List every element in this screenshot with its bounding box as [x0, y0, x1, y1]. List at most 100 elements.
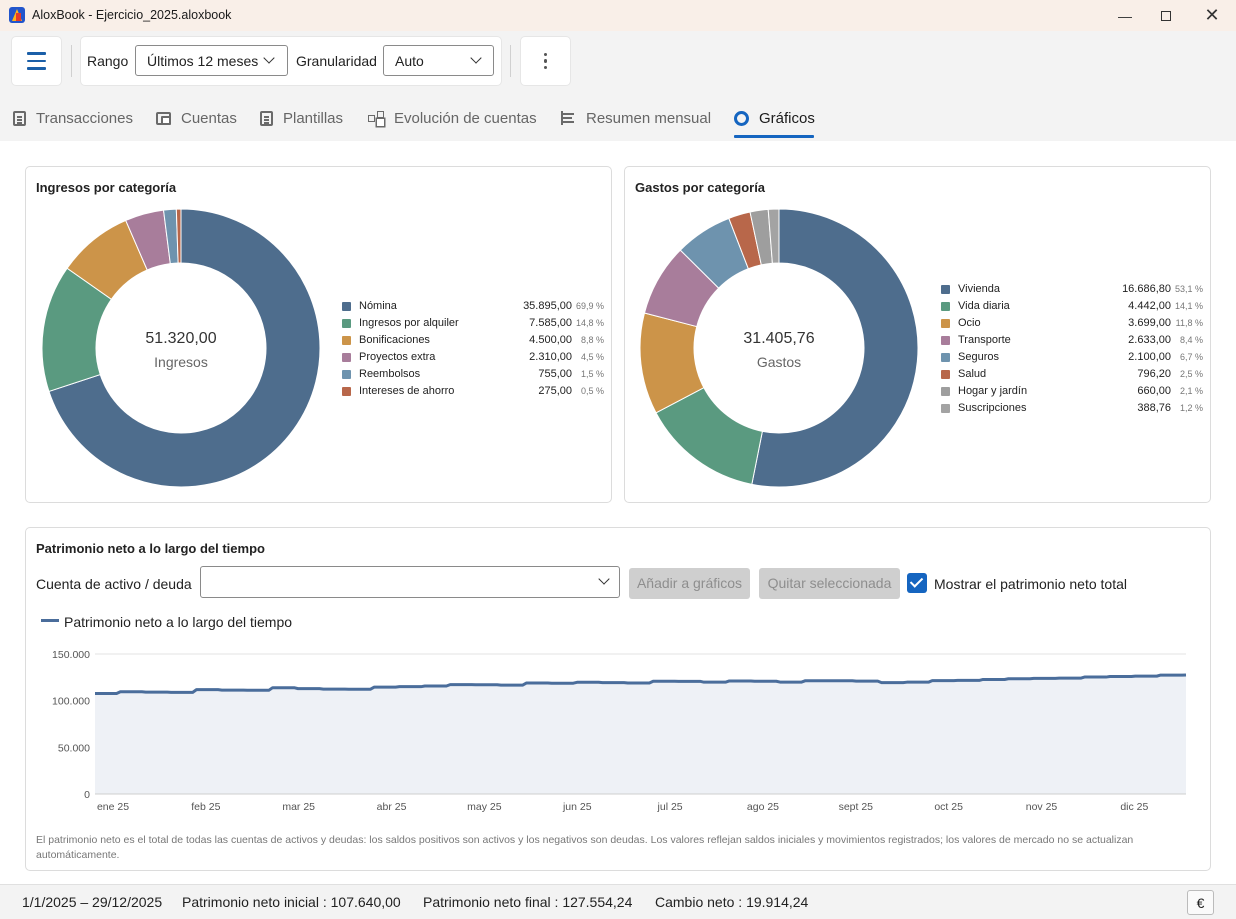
tab-evolucion-cuentas[interactable]: Evolución de cuentas — [368, 107, 537, 129]
initial-net-worth-value: 107.640,00 — [330, 894, 401, 910]
legend-value: 2.633,00 — [1128, 334, 1171, 346]
y-tick-label: 100.000 — [52, 696, 90, 708]
income-donut-chart — [41, 208, 321, 488]
expense-total-label: Gastos — [756, 354, 802, 370]
legend-item: Transporte 2.633,00 8,4 % — [941, 332, 1203, 349]
legend-percent: 4,5 % — [580, 352, 604, 362]
legend-value: 796,20 — [1137, 368, 1171, 380]
document-icon — [13, 110, 26, 126]
range-label: Rango — [87, 53, 129, 69]
legend-value: 7.585,00 — [529, 317, 572, 329]
expenses-by-category-card: Gastos por categoría 31.405,76 Gastos Vi… — [624, 166, 1211, 503]
currency-button[interactable]: € — [1187, 890, 1214, 915]
chevron-down-icon — [470, 52, 482, 64]
add-to-charts-button[interactable]: Añadir a gráficos — [629, 568, 750, 599]
close-button[interactable]: ✕ — [1189, 0, 1235, 31]
legend-label: Suscripciones — [958, 402, 1027, 414]
charts-panel: Ingresos por categoría 51.320,00 Ingreso… — [0, 141, 1236, 884]
legend-percent: 69,9 % — [575, 301, 604, 311]
card-title: Gastos por categoría — [635, 180, 766, 195]
legend-value: 2.100,00 — [1128, 351, 1171, 363]
app-logo-icon — [9, 7, 25, 23]
legend-item: Reembolsos 755,00 1,5 % — [342, 366, 604, 383]
x-tick-label: mar 25 — [282, 801, 315, 813]
legend-label: Ingresos por alquiler — [359, 317, 459, 329]
more-options-button[interactable] — [521, 37, 570, 85]
legend-percent: 1,5 % — [580, 369, 604, 379]
tab-transacciones[interactable]: Transacciones — [13, 107, 133, 129]
minimize-button[interactable]: — — [1102, 0, 1148, 31]
legend-swatch — [941, 319, 950, 328]
chevron-down-icon — [263, 52, 275, 64]
tab-bar: Transacciones Cuentas Plantillas Evoluci… — [0, 91, 1236, 141]
tab-label: Cuentas — [181, 109, 237, 127]
tab-plantillas[interactable]: Plantillas — [260, 107, 343, 129]
chart-ring-icon — [734, 110, 749, 126]
granularity-select[interactable]: Auto — [383, 45, 494, 76]
tab-label: Plantillas — [283, 109, 344, 127]
active-tab-indicator — [734, 135, 814, 138]
hamburger-icon-line — [27, 67, 46, 70]
legend-label: Proyectos extra — [359, 351, 436, 363]
legend-swatch — [941, 285, 950, 294]
x-tick-label: oct 25 — [934, 801, 963, 813]
menu-button[interactable] — [12, 37, 61, 85]
final-net-worth-value: 127.554,24 — [562, 894, 633, 910]
net-worth-card: Patrimonio neto a lo largo del tiempo Cu… — [25, 527, 1211, 871]
legend-label: Transporte — [958, 334, 1011, 346]
x-tick-label: nov 25 — [1026, 801, 1058, 813]
legend-item: Vida diaria 4.442,00 14,1 % — [941, 298, 1203, 315]
x-tick-label: feb 25 — [191, 801, 220, 813]
hamburger-icon-line — [27, 59, 46, 63]
legend-swatch — [941, 370, 950, 379]
list-icon — [561, 110, 576, 126]
series-area — [95, 674, 1186, 794]
chevron-down-icon — [598, 573, 610, 585]
legend-percent: 2,5 % — [1179, 369, 1203, 379]
range-select-value: Últimos 12 meses — [147, 53, 259, 69]
toolbar-divider — [71, 45, 72, 77]
tab-resumen-mensual[interactable]: Resumen mensual — [561, 107, 711, 129]
legend-item: Salud 796,20 2,5 % — [941, 366, 1203, 383]
legend-label: Vivienda — [958, 283, 1000, 295]
date-range: 1/1/2025 – 29/12/2025 — [22, 894, 163, 910]
hamburger-icon — [27, 52, 46, 55]
donut-slice-0 — [48, 208, 321, 488]
x-tick-label: abr 25 — [377, 801, 407, 813]
legend-percent: 8,8 % — [580, 335, 604, 345]
tab-label: Gráficos — [759, 109, 815, 127]
legend-percent: 1,2 % — [1179, 403, 1203, 413]
card-title: Patrimonio neto a lo largo del tiempo — [36, 541, 265, 556]
net-change-label: Cambio neto — [655, 894, 735, 910]
income-by-category-card: Ingresos por categoría 51.320,00 Ingreso… — [25, 166, 612, 503]
legend-percent: 0,5 % — [580, 386, 604, 396]
range-select[interactable]: Últimos 12 meses — [135, 45, 288, 76]
maximize-button[interactable] — [1143, 0, 1189, 31]
maximize-icon — [1161, 10, 1171, 21]
tab-cuentas[interactable]: Cuentas — [156, 107, 237, 129]
show-total-checkbox[interactable] — [907, 573, 927, 593]
x-tick-label: ago 25 — [747, 801, 779, 813]
legend-value: 3.699,00 — [1128, 317, 1171, 329]
tab-label: Resumen mensual — [586, 109, 712, 127]
net-change-value: 19.914,24 — [746, 894, 809, 910]
x-tick-label: jul 25 — [657, 801, 683, 813]
tab-graficos[interactable]: Gráficos — [734, 107, 815, 129]
series-line — [95, 673, 1187, 696]
legend-swatch — [941, 336, 950, 345]
legend-value: 35.895,00 — [523, 300, 572, 312]
legend-percent: 14,1 % — [1174, 301, 1203, 311]
legend-item: Suscripciones 388,76 1,2 % — [941, 400, 1203, 417]
legend-label: Reembolsos — [359, 368, 421, 380]
y-tick-label: 0 — [84, 789, 90, 801]
tab-label: Evolución de cuentas — [394, 109, 537, 127]
remove-selected-button[interactable]: Quitar seleccionada — [759, 568, 900, 599]
account-select[interactable] — [200, 566, 620, 598]
income-total-label: Ingresos — [154, 354, 208, 370]
x-tick-label: dic 25 — [1120, 801, 1148, 813]
legend-item: Ingresos por alquiler 7.585,00 14,8 % — [342, 315, 604, 332]
donut-slice-0 — [751, 208, 919, 488]
donut-slice-5 — [175, 208, 182, 264]
legend-label: Hogar y jardín — [958, 385, 1028, 397]
x-tick-label: sept 25 — [839, 801, 874, 813]
